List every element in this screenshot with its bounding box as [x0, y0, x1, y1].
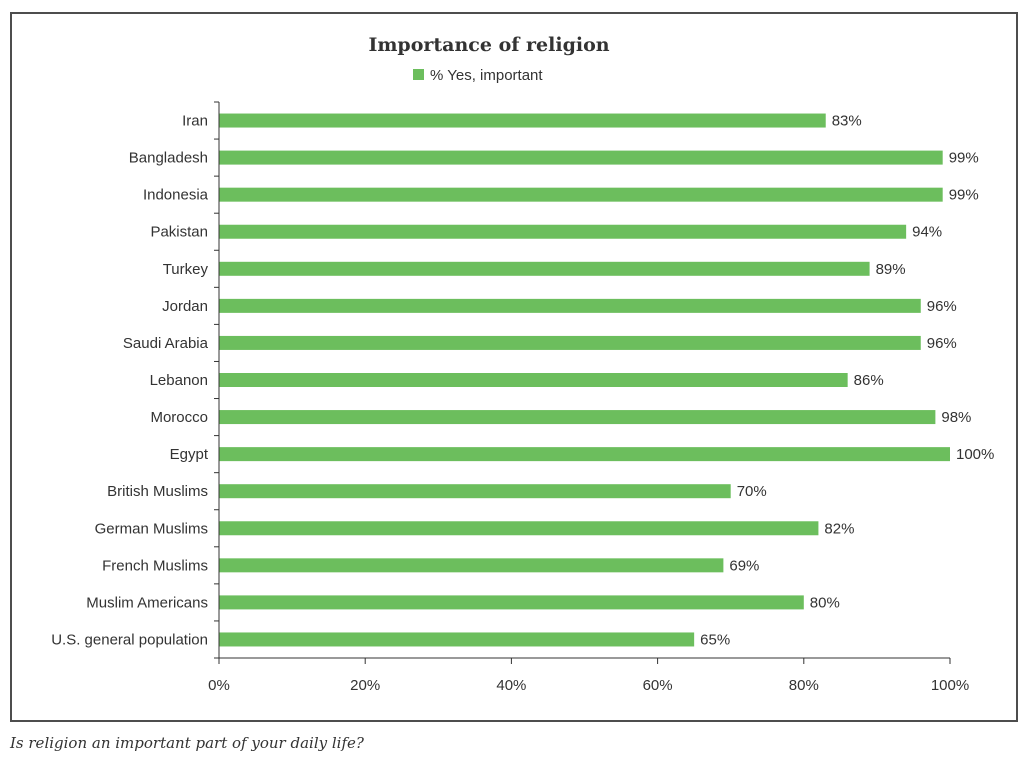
bar [219, 447, 950, 462]
x-tick-label: 100% [931, 677, 969, 694]
category-labels: Iran Bangladesh Indonesia Pakistan Turkey Jor… [51, 113, 209, 649]
legend-label: % Yes, important [430, 67, 543, 84]
category-label: Egypt [170, 446, 209, 463]
bar [219, 187, 943, 202]
value-label: 82% [824, 520, 854, 537]
category-label: French Muslims [102, 557, 208, 574]
value-label: 99% [949, 187, 979, 204]
bars-group [219, 113, 950, 647]
category-label: Pakistan [150, 224, 208, 241]
value-label: 65% [700, 631, 730, 648]
bar [219, 150, 943, 165]
value-label: 70% [737, 483, 767, 500]
bar [219, 373, 848, 387]
category-label: U.S. general population [51, 631, 208, 648]
category-label: Lebanon [150, 372, 208, 389]
category-label: Indonesia [143, 187, 209, 204]
category-label: Bangladesh [129, 150, 208, 167]
bar [219, 521, 819, 536]
figure-caption: Is religion an important part of your da… [10, 734, 364, 752]
bar [219, 484, 731, 499]
value-label: 94% [912, 224, 942, 241]
value-label: 98% [941, 409, 971, 426]
value-label: 69% [729, 557, 759, 574]
x-tick-label: 0% [208, 677, 230, 694]
chart-title: Importance of religion [368, 34, 609, 56]
bar [219, 558, 724, 573]
category-label: Morocco [150, 409, 208, 426]
value-label: 80% [810, 594, 840, 611]
value-label: 96% [927, 335, 957, 352]
bar [219, 261, 870, 276]
bar [219, 224, 907, 239]
value-label: 89% [876, 261, 906, 278]
bar [219, 335, 921, 350]
value-label: 86% [854, 372, 884, 389]
category-label: Muslim Americans [86, 594, 208, 611]
bar [219, 410, 936, 425]
bar [219, 632, 695, 647]
category-label: British Muslims [107, 483, 208, 500]
x-tick-label: 60% [643, 677, 673, 694]
x-tick-label: 40% [496, 677, 526, 694]
value-label: 99% [949, 150, 979, 167]
bar [219, 298, 921, 313]
value-labels: 83% 99% 99% 94% 89% 96% 96% 86% 98% 100% 70% 82% 69%… [700, 113, 994, 649]
category-label: Jordan [162, 298, 208, 315]
bar [219, 113, 826, 128]
category-label: German Muslims [95, 520, 208, 537]
category-label: Iran [182, 113, 208, 130]
value-label: 100% [956, 446, 994, 463]
category-label: Saudi Arabia [123, 335, 209, 352]
axes: 0% 20% 40% 60% 80% 100% [208, 101, 969, 694]
category-label: Turkey [163, 261, 209, 278]
value-label: 83% [832, 113, 862, 130]
value-label: 96% [927, 298, 957, 315]
x-tick-label: 80% [789, 677, 819, 694]
x-tick-label: 20% [350, 677, 380, 694]
bar [219, 595, 804, 610]
legend-swatch [413, 69, 424, 80]
